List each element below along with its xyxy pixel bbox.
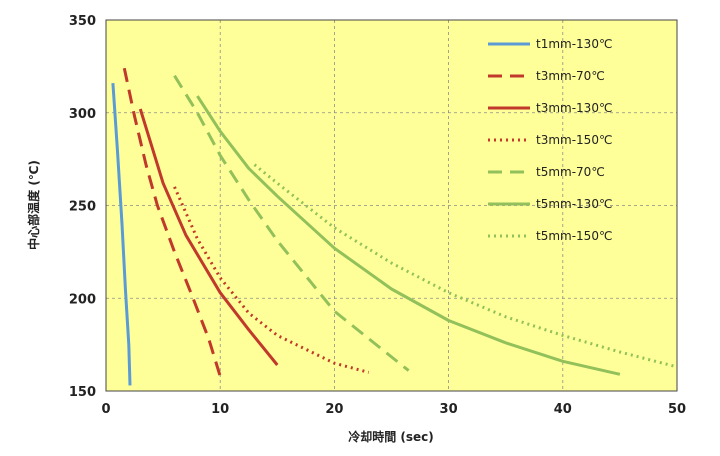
series-lines (111, 67, 678, 386)
legend: t1mm-130℃ t3mm-70℃ t3mm-130℃ t3mm-150℃ t5mm-… (488, 37, 612, 243)
tick-labels: 0 10 20 30 40 50 150 200 250 300 350 (69, 14, 686, 417)
x-axis-title: 冷却時間 (sec) (348, 429, 434, 444)
series-line (173, 74, 410, 372)
legend-label: t5mm-150℃ (536, 229, 612, 243)
plot-border (105, 19, 678, 392)
y-axis-title: 中心部温度 (℃) (26, 160, 41, 250)
series-line (173, 186, 370, 374)
x-tick-label: 40 (554, 402, 572, 417)
y-tick-label: 200 (69, 292, 96, 307)
x-tick-label: 10 (211, 402, 229, 417)
y-tick-label: 150 (69, 385, 96, 400)
y-tick-label: 300 (69, 107, 96, 122)
legend-label: t1mm-130℃ (536, 37, 612, 51)
legend-label: t3mm-130℃ (536, 101, 612, 115)
legend-label: t5mm-130℃ (536, 197, 612, 211)
legend-label: t3mm-70℃ (536, 69, 605, 83)
series-line (111, 82, 132, 386)
x-tick-label: 30 (440, 402, 458, 417)
y-tick-label: 350 (69, 14, 96, 29)
grid-lines (106, 20, 677, 391)
x-tick-label: 50 (668, 402, 686, 417)
legend-label: t3mm-150℃ (536, 133, 612, 147)
x-tick-label: 20 (325, 402, 343, 417)
series-line (138, 108, 279, 366)
legend-label: t5mm-70℃ (536, 165, 605, 179)
y-tick-label: 250 (69, 200, 96, 215)
x-tick-label: 0 (101, 402, 110, 417)
series-line (122, 67, 222, 377)
series-line (196, 95, 621, 376)
